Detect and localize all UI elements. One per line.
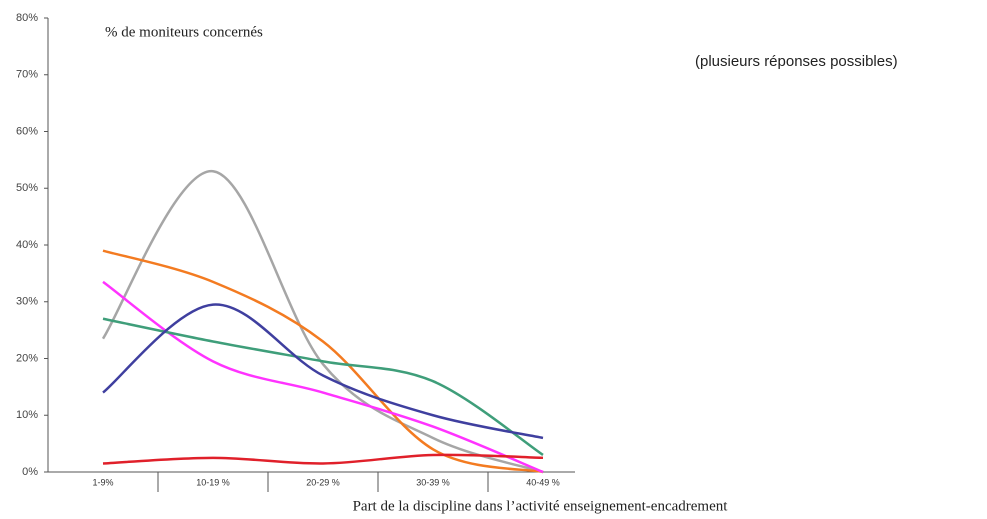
series-line — [102, 453, 544, 465]
series-line — [102, 303, 544, 440]
chart-subtitle: (plusieurs réponses possibles) — [695, 53, 898, 70]
x-tick-label: 40-49 % — [526, 477, 560, 487]
y-tick-label: 0% — [22, 466, 38, 478]
x-axis-title: Part de la discipline dans l’activité en… — [353, 498, 729, 514]
y-tick-label: 30% — [16, 296, 38, 308]
y-tick-label: 50% — [16, 182, 38, 194]
series-line — [101, 169, 544, 474]
chart-title: % de moniteurs concernés — [105, 24, 263, 40]
x-tick-label: 20-29 % — [306, 477, 340, 487]
x-tick-label: 1-9% — [92, 477, 113, 487]
y-tick-label: 70% — [16, 69, 38, 81]
x-tick-label: 30-39 % — [416, 477, 450, 487]
y-tick-label: 60% — [16, 125, 38, 137]
x-tick-label: 10-19 % — [196, 477, 230, 487]
series-line — [102, 249, 544, 474]
y-tick-label: 40% — [16, 239, 38, 251]
y-tick-label: 80% — [16, 12, 38, 24]
series-line — [102, 317, 544, 457]
y-tick-label: 10% — [16, 409, 38, 421]
series-line — [102, 280, 544, 474]
y-tick-label: 20% — [16, 352, 38, 364]
